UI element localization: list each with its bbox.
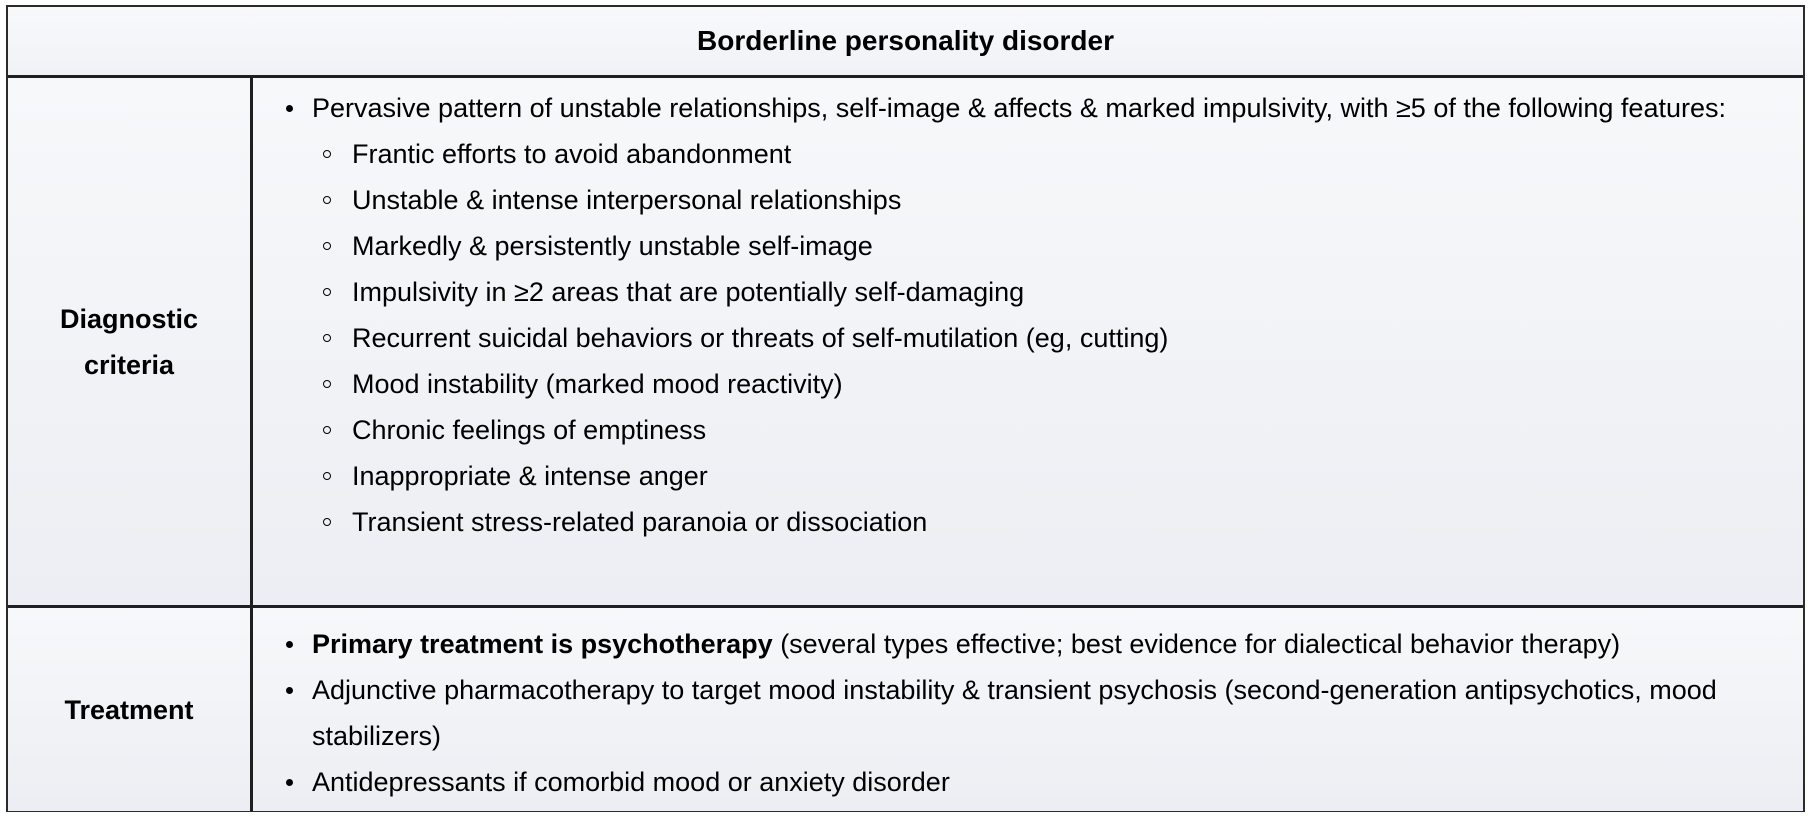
- treatment-item-1: Primary treatment is psychotherapy (seve…: [272, 621, 1783, 667]
- treatment-list: Primary treatment is psychotherapy (seve…: [272, 621, 1783, 805]
- feature-item: Impulsivity in ≥2 areas that are potenti…: [312, 269, 1783, 315]
- bpd-table: Borderline personality disorder Diagnost…: [6, 5, 1805, 812]
- criteria-intro-text: Pervasive pattern of unstable relationsh…: [312, 93, 1726, 123]
- diagnostic-criteria-row: Diagnostic criteria Pervasive pattern of…: [8, 78, 1803, 608]
- treatment-content: Primary treatment is psychotherapy (seve…: [253, 608, 1803, 811]
- feature-item: Markedly & persistently unstable self-im…: [312, 223, 1783, 269]
- feature-item: Unstable & intense interpersonal relatio…: [312, 177, 1783, 223]
- treatment-item-1-rest: (several types effective; best evidence …: [772, 629, 1621, 659]
- label-line-2: criteria: [83, 349, 175, 380]
- feature-item: Chronic feelings of emptiness: [312, 407, 1783, 453]
- treatment-item-2: Adjunctive pharmacotherapy to target moo…: [272, 667, 1783, 759]
- label-line-1: Diagnostic: [59, 303, 199, 334]
- features-list: Frantic efforts to avoid abandonment Uns…: [312, 131, 1783, 545]
- diagnostic-criteria-label: Diagnostic criteria: [8, 78, 253, 605]
- feature-item: Transient stress-related paranoia or dis…: [312, 499, 1783, 545]
- diagnostic-criteria-content: Pervasive pattern of unstable relationsh…: [253, 78, 1803, 605]
- criteria-list: Pervasive pattern of unstable relationsh…: [272, 85, 1783, 545]
- feature-item: Mood instability (marked mood reactivity…: [312, 361, 1783, 407]
- criteria-intro-item: Pervasive pattern of unstable relationsh…: [272, 85, 1783, 545]
- feature-item: Recurrent suicidal behaviors or threats …: [312, 315, 1783, 361]
- treatment-row: Treatment Primary treatment is psychothe…: [8, 608, 1803, 811]
- treatment-item-3: Antidepressants if comorbid mood or anxi…: [272, 759, 1783, 805]
- feature-item: Frantic efforts to avoid abandonment: [312, 131, 1783, 177]
- table-title: Borderline personality disorder: [8, 7, 1803, 78]
- treatment-label: Treatment: [8, 608, 253, 811]
- treatment-item-1-bold: Primary treatment is psychotherapy: [312, 629, 773, 659]
- feature-item: Inappropriate & intense anger: [312, 453, 1783, 499]
